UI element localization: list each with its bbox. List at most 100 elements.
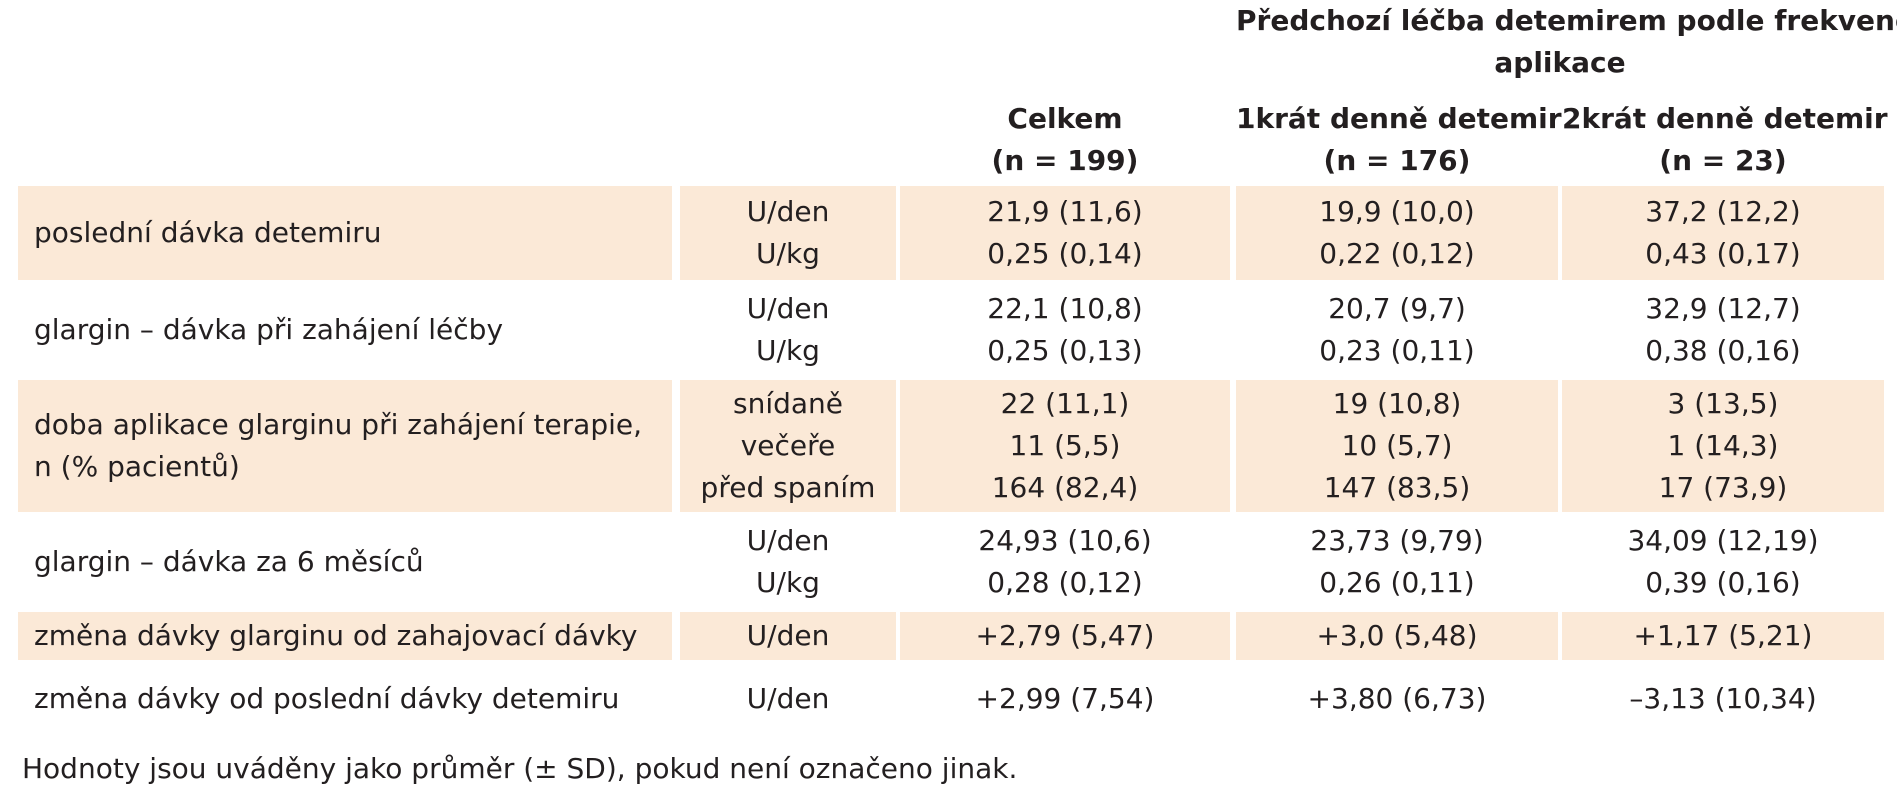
row-label: glargin – dávka při zahájení léčby [34,313,504,346]
value-twice-daily-cell: –3,13 (10,34) [1562,664,1884,734]
value-once-daily: 147 (83,5) [1323,471,1471,504]
value-total: 11 (5,5) [1009,429,1121,462]
value-twice-daily: 34,09 (12,19) [1627,524,1819,557]
row-label-cell: změna dávky od poslední dávky detemiru [18,664,672,734]
table-row: změna dávky od poslední dávky detemiru U/… [0,664,1897,734]
row-label: glargin – dávka za 6 měsíců [34,545,424,578]
group-header: Předchozí léčba detemirem podle frekvenc… [1236,0,1897,84]
unit-cell: snídaně večeře před spaním [680,380,896,512]
value-total: 22,1 (10,8) [987,292,1143,325]
row-label: změna dávky od poslední dávky detemiru [34,682,620,715]
value-total-cell: 21,9 (11,6) 0,25 (0,14) [900,186,1230,280]
value-once-daily-cell: 19 (10,8) 10 (5,7) 147 (83,5) [1236,380,1558,512]
table-row: změna dávky glarginu od zahajovací dávky… [0,612,1897,660]
row-label: doba aplikace glarginu při zahájení tera… [34,408,643,441]
group-header-line1: Předchozí léčba detemirem podle frekvenc… [1236,4,1897,37]
row-label-cell: glargin – dávka při zahájení léčby [18,284,672,376]
value-twice-daily: 3 (13,5) [1667,387,1779,420]
col-header-once-daily: 1krát denně detemir (n = 176) [1236,98,1562,182]
unit: U/den [746,524,830,557]
unit-cell: U/den U/kg [680,186,896,280]
unit: před spaním [700,471,876,504]
value-twice-daily-cell: 34,09 (12,19) 0,39 (0,16) [1562,516,1884,608]
value-twice-daily: 1 (14,3) [1667,429,1779,462]
value-twice-daily: 17 (73,9) [1658,471,1788,504]
value-total: +2,79 (5,47) [975,619,1155,652]
value-once-daily: 10 (5,7) [1341,429,1453,462]
row-label: poslední dávka detemiru [34,216,382,249]
value-once-daily-cell: +3,80 (6,73) [1236,664,1558,734]
value-twice-daily-cell: 37,2 (12,2) 0,43 (0,17) [1562,186,1884,280]
row-label-cell: glargin – dávka za 6 měsíců [18,516,672,608]
value-twice-daily: 32,9 (12,7) [1645,292,1801,325]
value-once-daily: 23,73 (9,79) [1310,524,1484,557]
table-row: doba aplikace glarginu při zahájení tera… [0,380,1897,512]
unit: U/kg [756,237,820,270]
value-total: 164 (82,4) [991,471,1139,504]
group-header-line2: aplikace [1494,46,1626,79]
col-header-twice-daily-title: 2krát denně detemir [1562,102,1888,135]
unit: U/den [746,619,830,652]
value-total-cell: 22 (11,1) 11 (5,5) 164 (82,4) [900,380,1230,512]
value-total-cell: +2,79 (5,47) [900,612,1230,660]
value-twice-daily-cell: 32,9 (12,7) 0,38 (0,16) [1562,284,1884,376]
value-once-daily-cell: 20,7 (9,7) 0,23 (0,11) [1236,284,1558,376]
value-once-daily: +3,80 (6,73) [1307,682,1487,715]
value-twice-daily: 0,39 (0,16) [1645,566,1801,599]
unit-cell: U/den U/kg [680,284,896,376]
col-header-total: Celkem (n = 199) [900,98,1230,182]
row-label-cell: změna dávky glarginu od zahajovací dávky [18,612,672,660]
value-once-daily: 0,23 (0,11) [1319,334,1475,367]
value-once-daily-cell: 23,73 (9,79) 0,26 (0,11) [1236,516,1558,608]
unit-cell: U/den [680,664,896,734]
col-header-once-daily-title: 1krát denně detemir [1236,102,1562,135]
value-once-daily: 19,9 (10,0) [1319,195,1475,228]
row-label: změna dávky glarginu od zahajovací dávky [34,619,638,652]
value-twice-daily: 0,38 (0,16) [1645,334,1801,367]
value-twice-daily: –3,13 (10,34) [1629,682,1817,715]
value-total-cell: 22,1 (10,8) 0,25 (0,13) [900,284,1230,376]
unit: snídaně [732,387,844,420]
table-row: glargin – dávka při zahájení léčby U/den U… [0,284,1897,376]
table-row: poslední dávka detemiru U/den U/kg 21,9 (11… [0,186,1897,280]
value-total: 0,28 (0,12) [987,566,1143,599]
value-total: 0,25 (0,13) [987,334,1143,367]
value-twice-daily: +1,17 (5,21) [1633,619,1813,652]
unit: večeře [740,429,836,462]
value-twice-daily: 0,43 (0,17) [1645,237,1801,270]
value-once-daily: 20,7 (9,7) [1328,292,1466,325]
unit: U/den [746,292,830,325]
value-total: 24,93 (10,6) [978,524,1152,557]
row-label-cell: poslední dávka detemiru [18,186,672,280]
unit: U/den [746,682,830,715]
value-total: 22 (11,1) [1000,387,1130,420]
value-once-daily: 19 (10,8) [1332,387,1462,420]
unit: U/den [746,195,830,228]
value-twice-daily: 37,2 (12,2) [1645,195,1801,228]
footnote: Hodnoty jsou uváděny jako průměr (± SD),… [22,752,1018,785]
value-once-daily: +3,0 (5,48) [1316,619,1478,652]
value-once-daily-cell: 19,9 (10,0) 0,22 (0,12) [1236,186,1558,280]
value-once-daily: 0,22 (0,12) [1319,237,1475,270]
value-total: 0,25 (0,14) [987,237,1143,270]
row-label: n (% pacientů) [34,450,240,483]
unit-cell: U/den [680,612,896,660]
value-total: +2,99 (7,54) [975,682,1155,715]
col-header-total-n: (n = 199) [991,144,1139,177]
value-twice-daily-cell: 3 (13,5) 1 (14,3) 17 (73,9) [1562,380,1884,512]
col-header-once-daily-n: (n = 176) [1323,144,1471,177]
col-header-twice-daily-n: (n = 23) [1659,144,1787,177]
col-header-twice-daily: 2krát denně detemir (n = 23) [1562,98,1888,182]
value-total-cell: +2,99 (7,54) [900,664,1230,734]
value-twice-daily-cell: +1,17 (5,21) [1562,612,1884,660]
unit: U/kg [756,566,820,599]
row-label-cell: doba aplikace glarginu při zahájení tera… [18,380,672,512]
col-header-total-title: Celkem [1007,102,1123,135]
table-row: glargin – dávka za 6 měsíců U/den U/kg 24,9… [0,516,1897,608]
value-total-cell: 24,93 (10,6) 0,28 (0,12) [900,516,1230,608]
unit-cell: U/den U/kg [680,516,896,608]
unit: U/kg [756,334,820,367]
value-once-daily: 0,26 (0,11) [1319,566,1475,599]
value-total: 21,9 (11,6) [987,195,1143,228]
